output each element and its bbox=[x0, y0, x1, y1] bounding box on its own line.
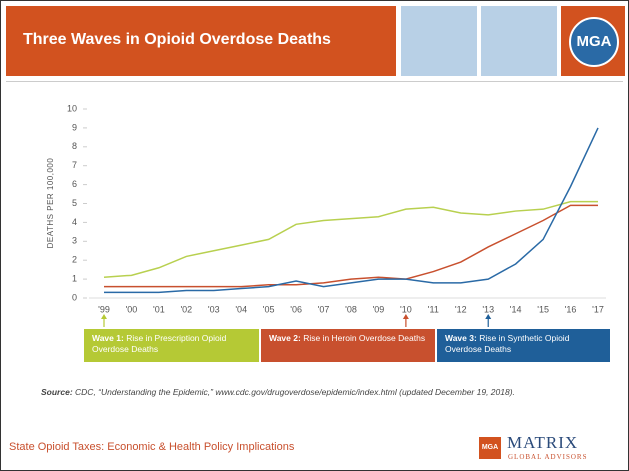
x-tick-label: '05 bbox=[263, 304, 275, 314]
wave-label: Wave 3: bbox=[445, 333, 477, 343]
wave-arrowhead bbox=[402, 314, 409, 319]
x-tick-label: '17 bbox=[592, 304, 604, 314]
x-tick-label: '00 bbox=[126, 304, 138, 314]
header-box bbox=[401, 6, 477, 76]
y-tick-label: 2 bbox=[72, 255, 77, 265]
header-box bbox=[481, 6, 557, 76]
source: Source: CDC, “Understanding the Epidemic… bbox=[41, 387, 515, 397]
wave-box: Wave 2: Rise in Heroin Overdose Deaths bbox=[261, 329, 435, 362]
wave-label: Wave 2: bbox=[269, 333, 301, 343]
x-tick-label: '04 bbox=[235, 304, 247, 314]
source-text: CDC, “Understanding the Epidemic,” www.c… bbox=[75, 387, 515, 397]
x-tick-label: '13 bbox=[482, 304, 494, 314]
x-tick-label: '15 bbox=[537, 304, 549, 314]
y-axis-title: DEATHS PER 100,000 bbox=[46, 158, 55, 249]
y-tick-label: 9 bbox=[72, 122, 77, 132]
y-tick-label: 6 bbox=[72, 179, 77, 189]
footer-text: State Opioid Taxes: Economic & Health Po… bbox=[9, 441, 295, 453]
y-tick-label: 0 bbox=[72, 292, 77, 302]
y-tick-label: 8 bbox=[72, 141, 77, 151]
series-line bbox=[104, 127, 599, 294]
wave-text: Rise in Prescription Opioid Overdose Dea… bbox=[92, 333, 227, 354]
wave-arrowhead bbox=[101, 314, 107, 319]
x-tick-label: '09 bbox=[373, 304, 385, 314]
wave-box: Wave 1: Rise in Prescription Opioid Over… bbox=[84, 329, 259, 362]
chart: DEATHS PER 100,000 0 1 2 3 4 5 6 7 8 9 10 '99 '00 '01… bbox=[46, 103, 606, 327]
series-line bbox=[104, 204, 598, 288]
divider bbox=[6, 81, 623, 82]
series-line bbox=[103, 200, 598, 278]
x-tick-label: '99 bbox=[98, 304, 110, 314]
y-tick-label: 5 bbox=[72, 198, 77, 208]
y-tick-label: 1 bbox=[72, 273, 77, 283]
header-bar bbox=[6, 6, 396, 76]
x-tick-label: '03 bbox=[208, 304, 220, 314]
wave-arrowhead bbox=[485, 314, 492, 319]
x-tick-label: '16 bbox=[565, 304, 577, 314]
footer-logo-name: MATRIX bbox=[507, 433, 579, 452]
y-tick-label: 7 bbox=[72, 160, 77, 170]
wave-label: Wave 1: bbox=[92, 333, 124, 343]
x-tick-label: '07 bbox=[318, 304, 330, 314]
x-tick-label: '11 bbox=[428, 304, 439, 314]
y-tick-label: 3 bbox=[72, 236, 77, 246]
wave-text: Rise in Synthetic Opioid Overdose Deaths bbox=[445, 333, 570, 354]
footer-logo-sub: GLOBAL ADVISORS bbox=[508, 453, 588, 461]
header-title: Three Waves in Opioid Overdose Deaths bbox=[23, 31, 331, 48]
x-tick-label: '08 bbox=[345, 304, 357, 314]
wave-box: Wave 3: Rise in Synthetic Opioid Overdos… bbox=[437, 329, 610, 362]
wave-text: Rise in Heroin Overdose Deaths bbox=[303, 333, 426, 343]
logo: MGA bbox=[569, 17, 619, 67]
x-tick-label: '06 bbox=[290, 304, 302, 314]
x-tick-label: '10 bbox=[400, 304, 412, 314]
y-tick-label: 10 bbox=[67, 103, 77, 113]
x-tick-label: '12 bbox=[455, 304, 467, 314]
x-tick-label: '01 bbox=[153, 304, 165, 314]
footer-icon: MGA bbox=[479, 437, 501, 459]
y-tick-label: 4 bbox=[72, 217, 77, 227]
source-label: Source: bbox=[41, 387, 73, 397]
x-tick-label: '14 bbox=[510, 304, 522, 314]
x-tick-label: '02 bbox=[180, 304, 192, 314]
